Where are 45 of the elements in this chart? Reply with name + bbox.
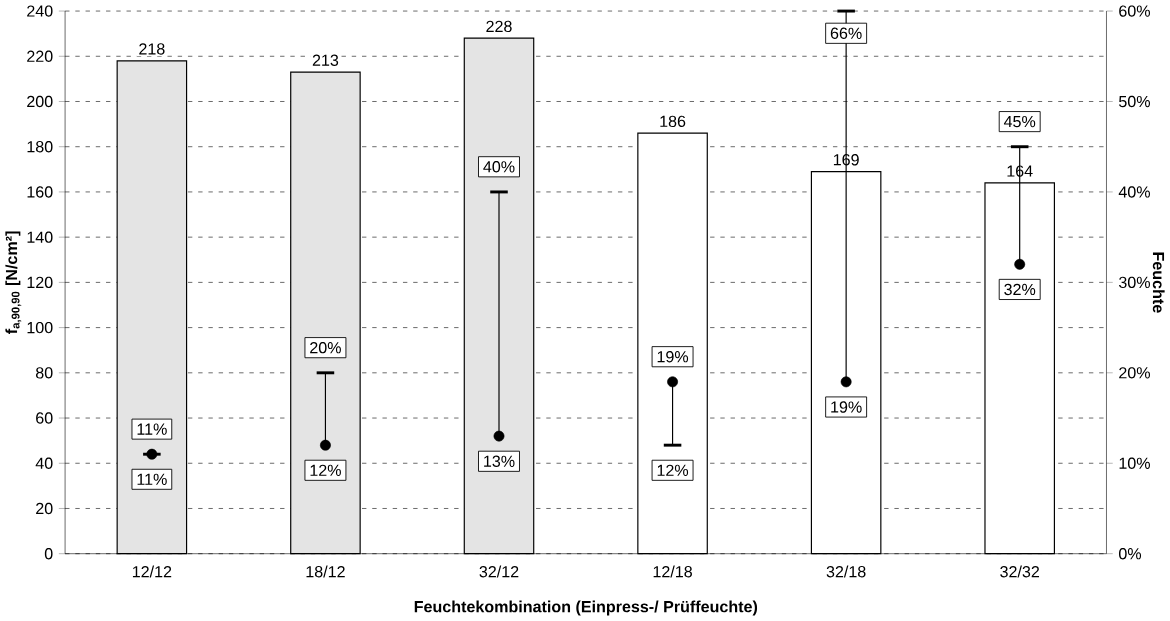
- data-label: 19%: [831, 401, 862, 413]
- y-tick-label: 200: [27, 95, 53, 108]
- y-tick-label: 160: [27, 186, 53, 198]
- x-tick-label: 12/12: [132, 565, 172, 578]
- data-label: 13%: [484, 455, 515, 468]
- y2-tick-label: 50%: [1119, 95, 1150, 108]
- y-tick-label: 40: [35, 457, 53, 470]
- annotation: 20%: [310, 342, 341, 354]
- data-label: 186: [660, 115, 686, 128]
- data-label: 11%: [137, 473, 167, 485]
- x-axis-title: Feuchtekombination (Einpress-/ Prüffeuchte): [414, 600, 758, 616]
- y-tick-label: 0: [44, 548, 53, 560]
- x-tick-label: 12/18: [653, 565, 692, 578]
- text: f$_{a,90,90}$ [N/cm²]: [5, 231, 22, 334]
- data-label: 228: [486, 20, 512, 33]
- annotation: 12%: [657, 464, 689, 477]
- x-tick-label: 32/12: [479, 565, 519, 578]
- y-tick-label: 20: [36, 502, 53, 515]
- y2-tick-label: 30%: [1119, 276, 1150, 289]
- y2-axis-title: Feuchte: [1152, 252, 1165, 313]
- y2-tick-label: 20%: [1119, 367, 1150, 379]
- annotation: 11%: [137, 423, 167, 435]
- x-tick-label: 32/32: [1000, 565, 1040, 578]
- x-tick-label: 32/18: [826, 565, 866, 578]
- data-label: 12%: [310, 464, 341, 477]
- y-tick-label: 220: [27, 50, 53, 63]
- x-tick-label: 18/12: [306, 565, 345, 578]
- y-tick-label: 180: [27, 141, 53, 153]
- annotation: 40%: [483, 161, 515, 173]
- y2-tick-label: 0%: [1119, 548, 1142, 560]
- data-label: 213: [312, 54, 339, 67]
- y-tick-label: 140: [27, 231, 53, 243]
- y-tick-label: 60: [36, 412, 53, 424]
- data-label: 19%: [657, 351, 689, 363]
- y2-tick-label: 40%: [1118, 186, 1150, 198]
- y2-tick-label: 60%: [1119, 5, 1150, 17]
- data-label: 32%: [1004, 283, 1036, 296]
- y-tick-label: 100: [27, 321, 53, 334]
- annotation: 45%: [1003, 116, 1036, 128]
- y-tick-label: 240: [27, 5, 53, 17]
- y-tick-label: 120: [27, 276, 53, 289]
- y-tick-label: 80: [35, 367, 53, 379]
- data-label: 218: [139, 43, 165, 55]
- annotation: 66%: [830, 27, 862, 40]
- y2-tick-label: 10%: [1119, 457, 1150, 470]
